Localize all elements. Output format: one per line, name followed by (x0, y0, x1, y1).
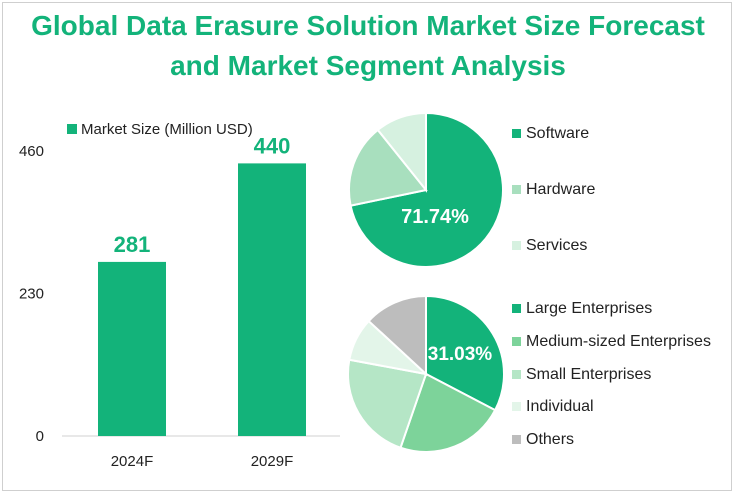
legend-label-market-size: Market Size (Million USD) (81, 121, 253, 138)
pie2-slice-4 (367, 294, 427, 377)
title-line-1: Global Data Erasure Solution Market Size… (31, 10, 705, 41)
bar-data-label-2024F: 281 (114, 232, 151, 257)
pie2-legend-label-4: Others (526, 431, 574, 448)
pie1-legend-label-1: Hardware (526, 181, 595, 198)
pie2-legend-label-3: Individual (526, 398, 594, 415)
pie2-legend-label-0: Large Enterprises (526, 300, 652, 317)
chart-title: Global Data Erasure Solution Market Size… (0, 6, 736, 86)
legend-swatch-market-size (67, 124, 77, 134)
pie2-slice-2 (347, 358, 428, 449)
pie1-data-label: 71.74% (401, 206, 469, 228)
pie1-slice-1 (348, 128, 428, 207)
pie2-legend-swatch-3 (512, 402, 521, 411)
pie2-slice-1 (399, 372, 497, 453)
x-tick-label-2029F: 2029F (251, 453, 294, 470)
pie2-data-label: 31.03% (428, 344, 493, 365)
pie2-legend-swatch-2 (512, 370, 521, 379)
pie1-legend-label-2: Services (526, 237, 587, 254)
bar-data-label-2029F: 440 (254, 133, 291, 158)
pie2-legend-swatch-1 (512, 337, 521, 346)
pie1-legend-swatch-2 (512, 241, 521, 250)
pie2-slice-0 (425, 294, 505, 412)
pie2-legend-swatch-4 (512, 435, 521, 444)
bar-2029F (238, 163, 306, 437)
pie1-legend-label-0: Software (526, 125, 589, 142)
y-tick-label-0: 0 (36, 428, 44, 445)
pie1-legend-swatch-1 (512, 185, 521, 194)
pie1-legend-swatch-0 (512, 129, 521, 138)
y-tick-label-2: 460 (19, 143, 44, 160)
bar-2024F (98, 261, 166, 436)
y-tick-label-1: 230 (19, 286, 44, 303)
pie1-slice-2 (376, 111, 427, 193)
pie2-legend-label-1: Medium-sized Enterprises (526, 333, 711, 350)
pie2-legend-label-2: Small Enterprises (526, 366, 651, 383)
title-line-2: and Market Segment Analysis (170, 50, 566, 81)
x-tick-label-2024F: 2024F (111, 453, 154, 470)
pie2-legend-swatch-0 (512, 304, 521, 313)
